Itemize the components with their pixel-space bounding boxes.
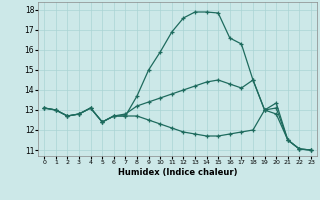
X-axis label: Humidex (Indice chaleur): Humidex (Indice chaleur) [118, 168, 237, 177]
